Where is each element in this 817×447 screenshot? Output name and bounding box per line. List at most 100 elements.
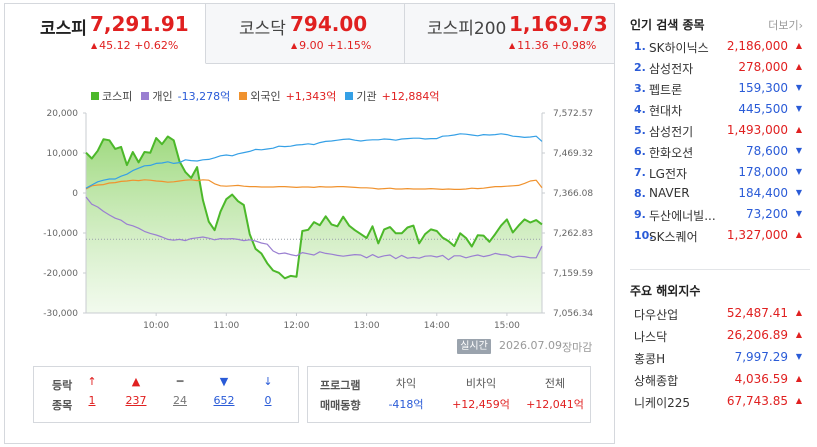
tab-kospi200-pct: +0.98%	[552, 39, 597, 52]
series-line-1	[85, 196, 543, 261]
y-right-tick-label: 7,262.83	[553, 229, 593, 239]
tab-kospi-value: 7,291.91	[90, 12, 189, 36]
world-index-item[interactable]: 니케이225 67,743.85 ▲	[630, 390, 810, 412]
popular-item[interactable]: 4. 현대차 445,500 ▼	[630, 99, 810, 120]
y-left-tick-label: 20,000	[47, 109, 79, 119]
tab-kospi200[interactable]: 코스피200 1,169.73 ▲ 11.36 +0.98%	[405, 4, 614, 64]
rank-number: 9.	[634, 208, 646, 221]
rank-number: 5.	[634, 124, 646, 137]
world-index-value: 26,206.89	[726, 328, 788, 342]
legend-swatch	[141, 92, 150, 100]
program-total-value: +12,041억	[526, 398, 584, 411]
world-index-item[interactable]: 상해종합 4,036.59 ▲	[630, 368, 810, 390]
realtime-badge[interactable]: 실시간	[457, 339, 491, 354]
chart-date: 2026.07.09	[499, 339, 562, 352]
program-nonarbitrage-value: +12,459억	[452, 398, 510, 411]
y-right-tick-label: 7,366.08	[553, 189, 593, 199]
breadth-upper-limit[interactable]: ↑ 1	[74, 375, 110, 407]
tab-kospi200-change: ▲ 11.36 +0.98%	[509, 39, 596, 52]
breadth-flat[interactable]: ━ 24	[162, 375, 198, 407]
chart-plot: 20,000 10,000 0 -10,000 -20,000 -30,000 7,572.…	[43, 109, 593, 331]
up-triangle-icon: ▲	[795, 330, 802, 339]
popular-item[interactable]: 3. 펩트론 159,300 ▼	[630, 78, 810, 99]
series-line-3	[85, 133, 543, 189]
up-arrow-icon: ▲	[509, 41, 516, 50]
popular-item[interactable]: 6. 한화오션 78,600 ▼	[630, 141, 810, 162]
program-nonarbitrage-header: 비차익	[465, 377, 497, 390]
stock-price: 178,000	[738, 165, 788, 179]
world-index-name: 다우산업	[634, 308, 679, 322]
up-triangle-icon: ▲	[795, 125, 802, 134]
popular-item[interactable]: 10. SK스퀘어 1,327,000 ▲	[630, 225, 810, 246]
popular-item[interactable]: 2. 삼성전자 278,000 ▲	[630, 57, 810, 78]
up-triangle-icon: ▲	[795, 308, 802, 317]
program-arbitrage-value: -418억	[388, 398, 424, 411]
tab-kospi[interactable]: 코스피 7,291.91 ▲ 45.12 +0.62%	[5, 4, 206, 64]
lower-limit-icon: ↓	[263, 375, 273, 388]
program-label-top: 프로그램	[320, 379, 361, 392]
legend-item-individual[interactable]: 개인 -13,278억	[141, 88, 230, 104]
breadth-fall[interactable]: ▼ 652	[206, 375, 242, 407]
legend-item-institution[interactable]: 기관 +12,884억	[345, 88, 440, 104]
stock-price: 184,400	[738, 186, 788, 200]
series-line-2	[85, 179, 543, 190]
tab-kospi200-name: 코스피200	[427, 19, 507, 39]
down-triangle-icon: ▼	[795, 83, 802, 92]
y-left-tick-label: 10,000	[47, 149, 79, 159]
world-index-value: 67,743.85	[726, 394, 788, 408]
up-triangle-icon: ▲	[795, 62, 802, 71]
breadth-rise[interactable]: ▲ 237	[118, 375, 154, 407]
breadth-label-top: 등락	[52, 379, 73, 392]
breadth-count: 24	[173, 394, 187, 407]
stock-price: 445,500	[738, 102, 788, 116]
popular-item[interactable]: 1. SK하이닉스 2,186,000 ▲	[630, 36, 810, 57]
stock-price: 159,300	[738, 81, 788, 95]
world-index-name: 상해종합	[634, 374, 679, 388]
stock-name: 펩트론	[649, 83, 683, 97]
up-triangle-icon: ▲	[795, 41, 802, 50]
tab-kosdaq[interactable]: 코스닥 794.00 ▲ 9.00 +1.15%	[206, 4, 405, 64]
popular-item[interactable]: 5. 삼성전기 1,493,000 ▲	[630, 120, 810, 141]
tab-kospi200-value: 1,169.73	[509, 12, 608, 36]
stock-price: 1,327,000	[726, 228, 788, 242]
intraday-chart: 코스피 개인 -13,278억 외국인 +1,343억 기관 +12,884억 20,…	[5, 66, 614, 358]
world-index-value: 4,036.59	[734, 372, 788, 386]
tab-kosdaq-pct: +1.15%	[327, 39, 372, 52]
breadth-lower-limit[interactable]: ↓ 0	[250, 375, 286, 407]
more-link[interactable]: 더보기›	[768, 17, 803, 33]
series-line-0	[85, 135, 543, 280]
world-index-item[interactable]: 다우산업 52,487.41 ▲	[630, 302, 810, 324]
popular-item[interactable]: 9. 두산에너빌... 73,200 ▼	[630, 204, 810, 225]
program-nonarbitrage: 비차익 +12,459억	[446, 375, 516, 412]
legend-item-foreign[interactable]: 외국인 +1,343억	[239, 88, 336, 104]
tab-kospi-name: 코스피	[40, 19, 87, 39]
program-arbitrage-header: 차익	[395, 377, 417, 390]
legend-item-kospi[interactable]: 코스피	[91, 88, 132, 104]
down-triangle-icon: ▼	[795, 167, 802, 176]
down-triangle-icon: ▼	[795, 146, 802, 155]
tab-kosdaq-change-value: 9.00	[299, 39, 324, 52]
rank-number: 4.	[634, 103, 646, 116]
popular-title: 인기 검색 종목	[630, 18, 705, 32]
tab-kospi-change-value: 45.12	[99, 39, 131, 52]
stock-price: 1,493,000	[726, 123, 788, 137]
world-list: 다우산업 52,487.41 ▲ 나스닥 26,206.89 ▲ 홍콩H 7,997.29 ▼ 상…	[630, 302, 810, 412]
up-triangle-icon: ▲	[795, 374, 802, 383]
side-panel: 인기 검색 종목 더보기› 1. SK하이닉스 2,186,000 ▲ 2. 삼성전자 27…	[619, 3, 817, 444]
series-area-0	[86, 136, 542, 313]
world-index-item[interactable]: 홍콩H 7,997.29 ▼	[630, 346, 810, 368]
tab-kospi200-change-value: 11.36	[517, 39, 549, 52]
breadth-label-bottom: 종목	[52, 399, 73, 412]
rank-number: 10.	[634, 229, 654, 242]
stock-price: 73,200	[746, 207, 788, 221]
world-index-item[interactable]: 나스닥 26,206.89 ▲	[630, 324, 810, 346]
rank-number: 6.	[634, 145, 646, 158]
breadth-count: 652	[213, 394, 235, 407]
popular-item[interactable]: 7. LG전자 178,000 ▼	[630, 162, 810, 183]
y-right-tick-label: 7,469.32	[553, 149, 593, 159]
breadth-box: 등락 종목 ↑ 1 ▲ 237 ━ 24 ▼ 652 ↓ 0	[33, 366, 299, 423]
popular-item[interactable]: 8. NAVER 184,400 ▼	[630, 183, 810, 204]
rank-number: 8.	[634, 187, 646, 200]
market-status: 장마감	[562, 341, 593, 354]
y-left-tick-label: 0	[72, 189, 78, 199]
